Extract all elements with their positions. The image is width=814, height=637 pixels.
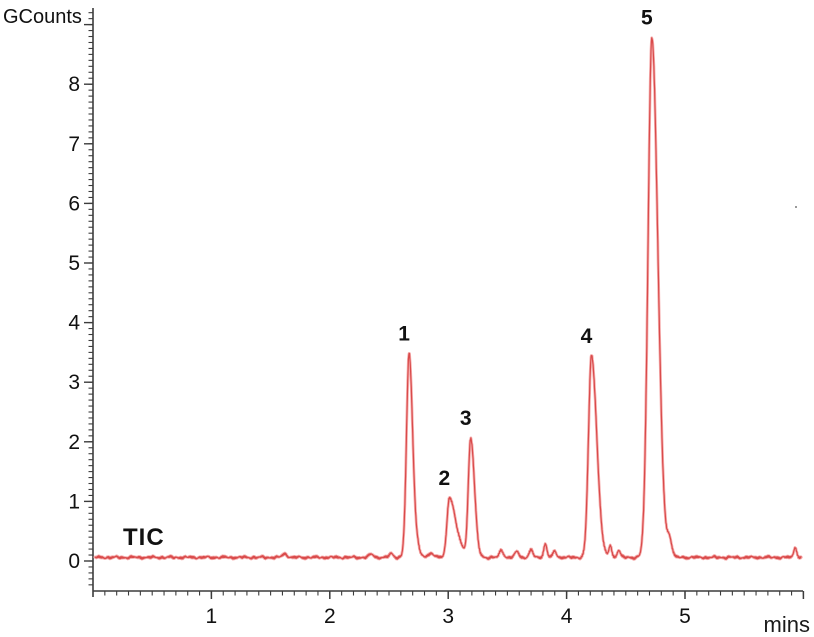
trace-name-label: TIC bbox=[123, 524, 165, 551]
peak-label-5: 5 bbox=[641, 7, 653, 30]
tic-trace-line bbox=[94, 37, 802, 561]
x-tick-label: 1 bbox=[206, 605, 218, 628]
x-tick-label: 5 bbox=[679, 605, 691, 628]
y-tick-label: 7 bbox=[68, 133, 80, 156]
artifact-dot bbox=[795, 206, 797, 208]
y-tick-label: 8 bbox=[68, 73, 80, 96]
peak-label-2: 2 bbox=[439, 467, 451, 490]
y-tick-label: 1 bbox=[68, 490, 80, 513]
y-tick-label: 2 bbox=[68, 431, 80, 454]
y-tick-label: 3 bbox=[68, 371, 80, 394]
tic-trace bbox=[93, 36, 803, 561]
peak-label-3: 3 bbox=[460, 407, 472, 430]
y-axis-title: GCounts bbox=[3, 6, 82, 28]
tick-labels: 0 1 2 3 4 5 6 7 8 1 2 3 4 5 bbox=[68, 73, 691, 628]
y-tick-label: 0 bbox=[68, 550, 80, 573]
axes bbox=[84, 8, 805, 599]
y-tick-label: 5 bbox=[68, 252, 80, 275]
x-tick-label: 2 bbox=[324, 605, 336, 628]
x-tick-label: 4 bbox=[561, 605, 573, 628]
peak-label-1: 1 bbox=[398, 323, 410, 346]
x-axis-title: mins bbox=[764, 612, 810, 637]
peak-labels: 1 2 3 4 5 bbox=[398, 7, 653, 490]
y-tick-label: 6 bbox=[68, 192, 80, 215]
x-tick-label: 3 bbox=[442, 605, 454, 628]
y-tick-label: 4 bbox=[68, 312, 80, 335]
peak-label-4: 4 bbox=[581, 325, 593, 348]
